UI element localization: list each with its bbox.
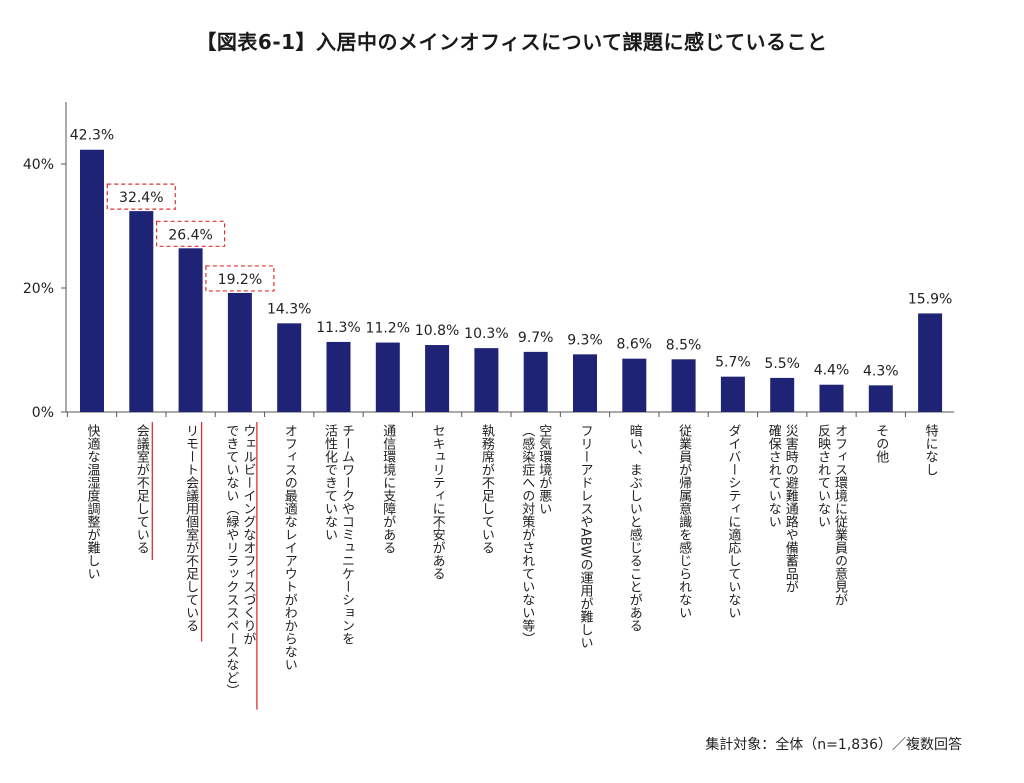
- bar: [129, 211, 154, 412]
- data-label-highlight-box: [106, 183, 176, 210]
- bar: [277, 323, 302, 412]
- category-label: 通信環境に支障がある: [380, 424, 396, 554]
- category-label: その他: [873, 424, 889, 464]
- data-label-highlight-box: [156, 220, 226, 247]
- category-label: 反映されていない: [815, 424, 831, 528]
- bar: [868, 385, 893, 412]
- data-label: 26.4%: [168, 227, 212, 243]
- y-tick-label: 0%: [32, 405, 54, 421]
- data-label: 4.4%: [814, 363, 850, 379]
- category-label: 執務席が不足している: [479, 423, 495, 554]
- category-label: ウェルビーイングなオフィスづくりが: [240, 424, 256, 645]
- bar: [770, 377, 795, 412]
- bar: [178, 248, 203, 412]
- category-label: リモート会議用個室が不足している: [183, 424, 199, 632]
- category-label: 快適な温湿度調整が難しい: [85, 424, 101, 580]
- chart-title: 【図表6-1】入居中のメインオフィスについて課題に感じていること: [196, 30, 828, 54]
- data-label: 11.2%: [366, 321, 410, 337]
- data-label: 8.5%: [666, 337, 702, 353]
- data-label: 9.3%: [567, 332, 603, 348]
- data-label: 14.3%: [267, 301, 311, 317]
- category-label: 従業員が帰属意識を感じられない: [676, 424, 692, 619]
- footnote: 集計対象：全体（n=1,836）／複数回答: [705, 737, 962, 753]
- bar: [375, 342, 400, 412]
- bar: [326, 341, 351, 412]
- data-label: 9.7%: [518, 330, 554, 346]
- bar: [819, 384, 844, 412]
- bar: [425, 345, 450, 412]
- y-tick-label: 40%: [23, 157, 54, 173]
- data-label: 10.3%: [464, 326, 508, 342]
- bar: [523, 351, 548, 412]
- bar: [622, 358, 647, 412]
- category-label: 会議室が不足している: [134, 424, 150, 554]
- bar: [918, 313, 943, 412]
- bar: [227, 292, 252, 412]
- data-label-highlight-box: [205, 265, 275, 292]
- data-label: 32.4%: [119, 190, 163, 206]
- category-label: 暗い、まぶしいと感じることがある: [627, 424, 643, 632]
- data-label: 8.6%: [617, 337, 653, 353]
- data-label: 11.3%: [316, 320, 360, 336]
- category-label: 災害時の避難通路や備蓄品が: [783, 424, 799, 593]
- category-label: 確保されていない: [766, 423, 782, 528]
- category-label: できていない（緑やリラックススペースなど）: [223, 424, 239, 697]
- category-label: ダイバーシティに適応していない: [725, 424, 741, 619]
- category-label: 空気環境が悪い: [536, 424, 552, 515]
- category-label: （感染症への対策がされていない等）: [519, 424, 535, 645]
- category-label: オフィスの最適なレイアウトがわからない: [282, 424, 298, 671]
- bar: [80, 149, 104, 413]
- data-label: 42.3%: [70, 128, 114, 144]
- category-label: オフィス環境に従業員の意見が: [832, 424, 848, 606]
- bar: [671, 359, 696, 412]
- bar: [720, 376, 745, 412]
- category-label: 特になし: [923, 424, 939, 476]
- data-label: 5.5%: [764, 356, 800, 372]
- category-label: フリーアドレスやABWの運用が難しい: [578, 424, 594, 649]
- data-label: 10.8%: [415, 323, 459, 339]
- data-label: 19.2%: [218, 272, 262, 288]
- category-label: チームワークやコミュニケーションを: [339, 424, 355, 645]
- bar: [573, 354, 597, 412]
- data-label: 4.3%: [863, 363, 899, 379]
- bar: [474, 348, 499, 412]
- data-label: 5.7%: [715, 355, 751, 371]
- data-label: 15.9%: [908, 291, 952, 307]
- y-tick-label: 20%: [23, 281, 54, 297]
- category-label: セキュリティに不安がある: [430, 424, 446, 580]
- category-label: 活性化できていない: [322, 424, 338, 541]
